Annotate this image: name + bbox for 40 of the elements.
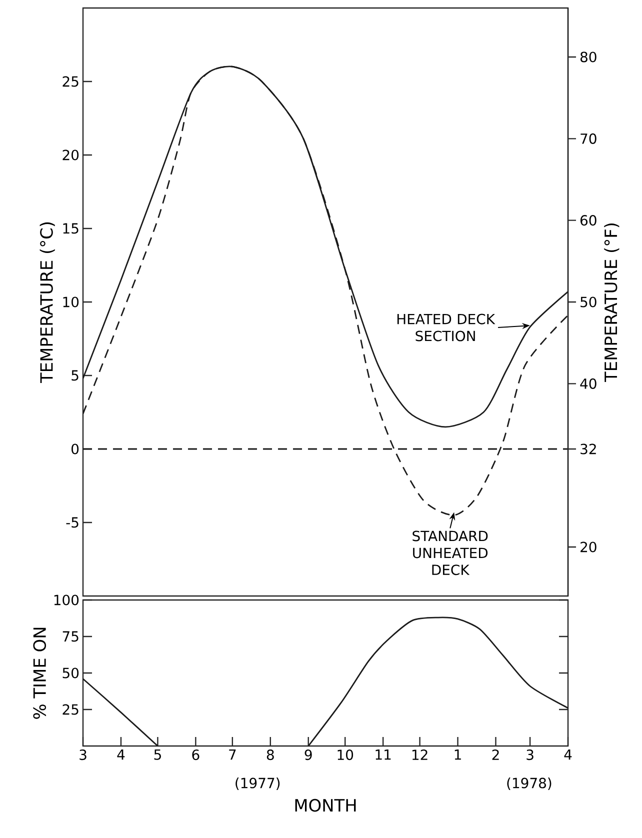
y2-axis-title: TEMPERATURE (°F) [604, 223, 620, 382]
x-tick-label: 5 [154, 750, 161, 760]
y-tick-label: 75 [62, 631, 78, 642]
x-tick-label: 1 [454, 750, 461, 760]
y-tick-label: 5 [72, 370, 78, 381]
x-tick-label: 6 [192, 750, 200, 760]
y-tick-label: -5 [66, 517, 78, 528]
x-tick-label: 9 [304, 750, 312, 760]
text: (1978) [507, 778, 552, 790]
y-tick-label: 20 [62, 150, 79, 160]
text: (1977) [236, 778, 280, 790]
y-tick-label: 25 [62, 76, 78, 87]
y2-tick-label: 50 [580, 296, 596, 308]
y-tick-label: 10 [63, 296, 79, 308]
y2-tick-label: 80 [580, 52, 596, 62]
y-tick-label: 50 [62, 668, 79, 678]
y-axis-title: TEMPERATURE (°C) [40, 222, 55, 384]
x-tick-label: 3 [80, 750, 86, 760]
x-tick-label: 3 [526, 750, 534, 760]
y-tick-label: 25 [62, 704, 78, 715]
x-tick-label: 7 [229, 750, 236, 760]
x-tick-label: 2 [492, 750, 499, 760]
y2-tick-label: 40 [580, 378, 596, 389]
x-tick-label: 4 [117, 750, 125, 760]
y-axis-title: % TIME ON [33, 628, 46, 719]
x-tick-label: 11 [376, 750, 391, 760]
y-tick-label: 100 [54, 594, 79, 606]
x-tick-label: 8 [266, 750, 274, 760]
annotation: HEATED DECK SECTION [397, 314, 496, 342]
y2-tick-label: 20 [580, 542, 596, 552]
x-axis-title: MONTH [295, 798, 356, 812]
x-tick-label: 4 [564, 750, 572, 760]
y2-tick-label: 70 [580, 133, 596, 144]
y-tick-label: 15 [63, 223, 78, 234]
x-tick-label: 10 [338, 750, 354, 760]
y2-tick-label: 60 [580, 215, 596, 226]
x-tick-label: 12 [412, 750, 428, 760]
y-tick-label: 0 [72, 444, 79, 454]
annotation: STANDARD UNHEATED DECK [412, 530, 488, 576]
y2-tick-label: 32 [580, 444, 596, 454]
